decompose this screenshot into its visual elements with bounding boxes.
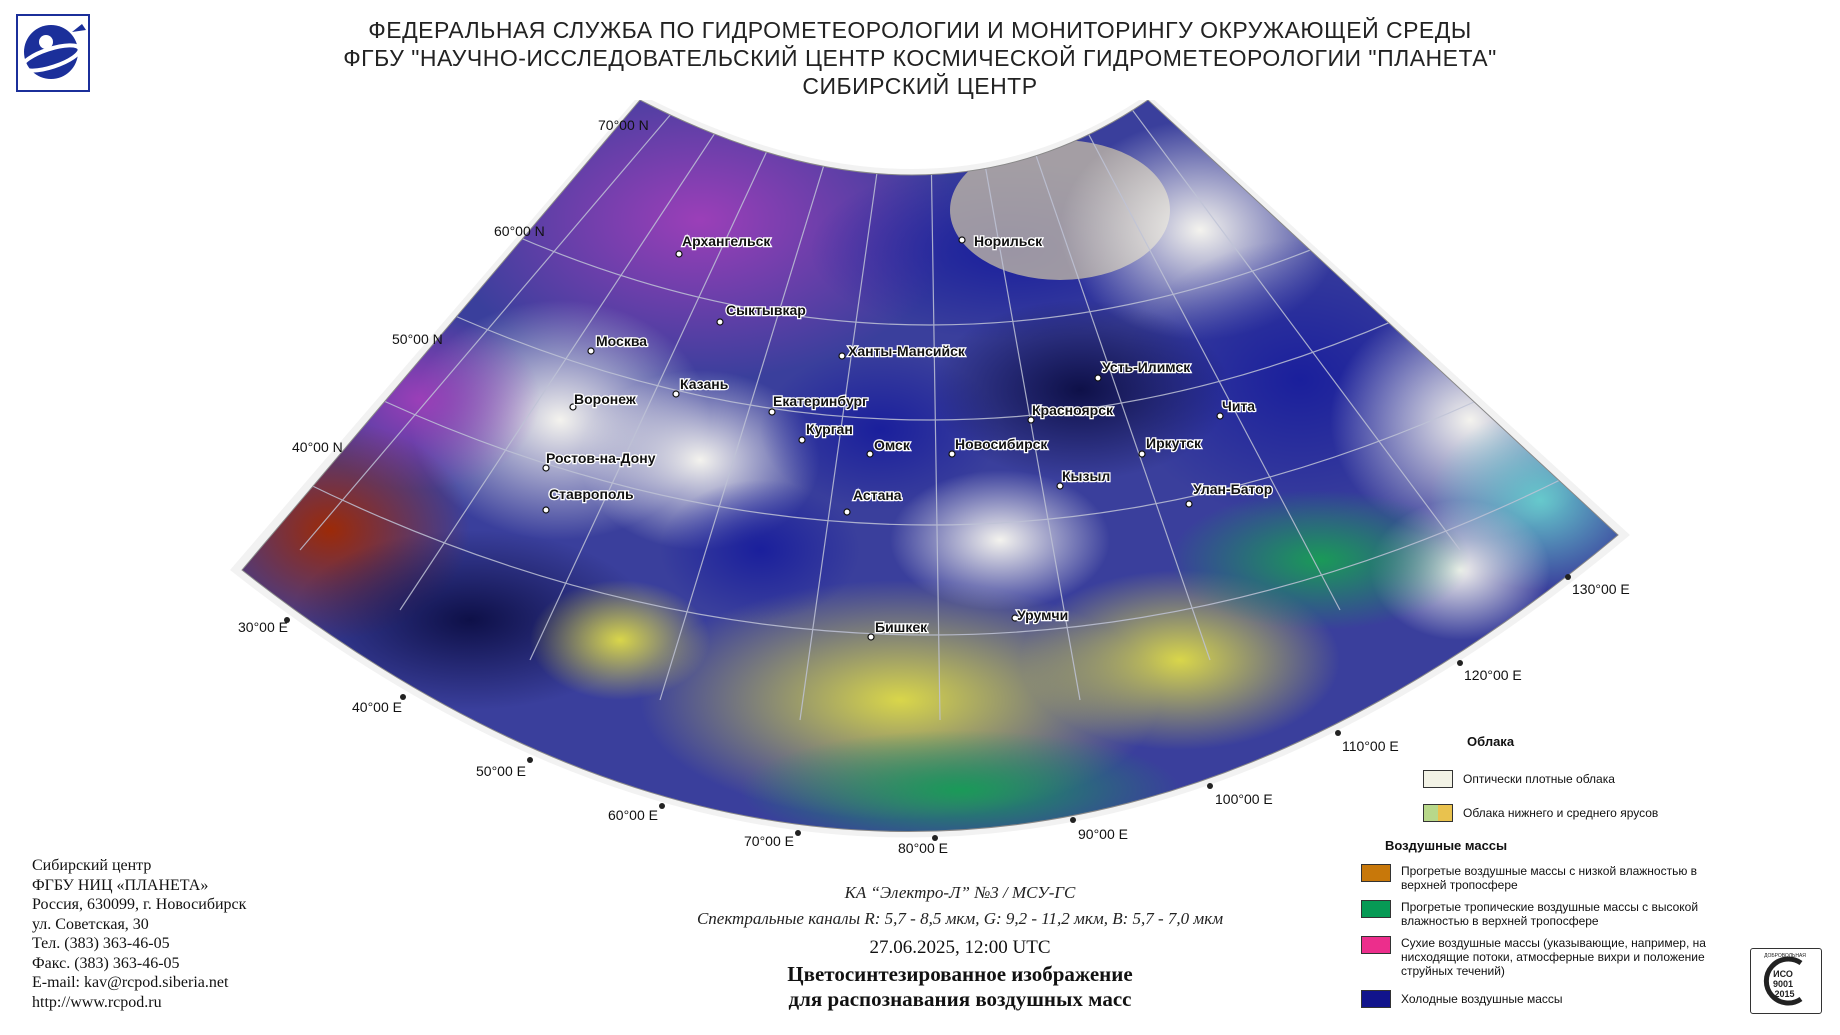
satellite-map: 70°00 N 60°00 N 50°00 N 40°00 N 30°00 E … bbox=[0, 94, 1840, 860]
caption-title-1: Цветосинтезированное изображение bbox=[787, 962, 1133, 986]
city-ulaanbaatar: Улан-Батор bbox=[1193, 481, 1272, 497]
city-irkutsk: Иркутск bbox=[1146, 435, 1202, 451]
lon-label-110: 110°00 E bbox=[1342, 738, 1399, 754]
graticule bbox=[299, 100, 1561, 721]
lat-label-40: 40°00 N bbox=[292, 439, 343, 455]
swatch-cold bbox=[1361, 990, 1391, 1008]
iso-badge-line-1: ИСО bbox=[1773, 969, 1793, 979]
address-line-3: Россия, 630099, г. Новосибирск bbox=[32, 896, 247, 913]
caption-title-2: для распознавания воздушных масс bbox=[788, 987, 1132, 1011]
city-yekaterinburg: Екатеринбург bbox=[773, 393, 868, 409]
legend-warm-tropical-label: Прогретые тропичеcкие воздушные массы с … bbox=[1401, 900, 1699, 928]
address-phone: Тел. (383) 363-46-05 bbox=[32, 935, 170, 952]
header-line-1: ФЕДЕРАЛЬНАЯ СЛУЖБА ПО ГИДРОМЕТЕОРОЛОГИИ … bbox=[368, 17, 1472, 43]
lat-label-70: 70°00 N bbox=[598, 117, 649, 133]
caption-channels: Спектральные каналы R: 5,7 - 8,5 мкм, G:… bbox=[696, 909, 1224, 928]
city-chita: Чита bbox=[1222, 398, 1255, 414]
city-astana: Астана bbox=[853, 487, 902, 503]
lon-label-30: 30°00 E bbox=[238, 619, 288, 635]
lon-label-70: 70°00 E bbox=[744, 833, 794, 849]
lon-label-80: 80°00 E bbox=[898, 840, 948, 856]
legend-low-mid-clouds-label: Облака нижнего и среднего ярусов bbox=[1463, 806, 1659, 820]
swatch-low-mid-clouds bbox=[1423, 804, 1453, 822]
legend-item-dry: Сухие воздушные массы (указывающие, напр… bbox=[1361, 936, 1711, 978]
address-block: Сибирский центр ФГБУ НИЦ «ПЛАНЕТА» Росси… bbox=[32, 856, 246, 1012]
legend-dense-clouds-label: Оптически плотные облака bbox=[1463, 772, 1615, 786]
city-markers bbox=[542, 236, 1224, 641]
legend-clouds-heading: Облака bbox=[1467, 734, 1515, 749]
legend-item-warm-low: Прогретые воздушные массы с низкой влажн… bbox=[1361, 864, 1711, 892]
lon-label-130: 130°00 E bbox=[1572, 581, 1630, 597]
city-urumqi: Урумчи bbox=[1017, 607, 1068, 623]
iso-badge-top: ДОБРОВОЛЬНАЯ bbox=[1764, 953, 1806, 959]
city-kazan: Казань bbox=[680, 376, 729, 392]
city-norilsk: Норильск bbox=[974, 233, 1043, 249]
address-fax: Факс. (383) 363-46-05 bbox=[32, 954, 180, 972]
city-ust-ilimsk: Усть-Илимск bbox=[1102, 359, 1191, 375]
caption-datetime: 27.06.2025, 12:00 UTC bbox=[869, 937, 1051, 958]
legend-warm-low-label: Прогретые воздушные массы с низкой влажн… bbox=[1401, 864, 1698, 892]
lon-label-100: 100°00 E bbox=[1215, 791, 1273, 807]
lon-label-50: 50°00 E bbox=[476, 763, 526, 779]
legend-cold-label: Холодные воздушные массы bbox=[1401, 992, 1563, 1006]
iso-certification-badge: ДОБРОВОЛЬНАЯ ИСО 9001 -2015 bbox=[1750, 948, 1822, 1014]
city-kurgan: Курган bbox=[806, 421, 853, 437]
city-omsk: Омск bbox=[874, 437, 911, 453]
address-line-4: ул. Советская, 30 bbox=[32, 915, 149, 933]
address-website[interactable]: http://www.rcpod.ru bbox=[32, 993, 162, 1011]
lat-label-50: 50°00 N bbox=[392, 331, 443, 347]
legend-item-warm-tropical: Прогретые тропичеcкие воздушные массы с … bbox=[1361, 900, 1711, 928]
planeta-logo-icon bbox=[16, 14, 90, 92]
lon-label-90: 90°00 E bbox=[1078, 826, 1128, 842]
swatch-warm-low bbox=[1361, 864, 1391, 882]
city-arkhangelsk: Архангельск bbox=[682, 233, 771, 249]
address-line-1: Сибирский центр bbox=[32, 857, 152, 874]
legend-item-dense-clouds: Оптически плотные облака bbox=[1423, 770, 1615, 788]
city-moscow: Москва bbox=[596, 333, 647, 349]
iso-badge-line-3: -2015 bbox=[1771, 989, 1794, 999]
legend-item-low-mid-clouds: Облака нижнего и среднего ярусов bbox=[1423, 804, 1658, 822]
header: ФЕДЕРАЛЬНАЯ СЛУЖБА ПО ГИДРОМЕТЕОРОЛОГИИ … bbox=[0, 16, 1840, 100]
address-line-2: ФГБУ НИЦ «ПЛАНЕТА» bbox=[32, 876, 209, 894]
swatch-dense-clouds bbox=[1423, 770, 1453, 788]
legend-dry-label: Сухие воздушные массы (указывающие, напр… bbox=[1401, 936, 1706, 978]
lon-label-60: 60°00 E bbox=[608, 807, 658, 823]
city-novosibirsk: Новосибирск bbox=[955, 436, 1048, 452]
swatch-dry bbox=[1361, 936, 1391, 954]
lat-label-60: 60°00 N bbox=[494, 223, 545, 239]
city-khanty-mansiysk: Ханты-Мансийск bbox=[848, 343, 966, 359]
city-voronezh: Воронеж bbox=[574, 391, 637, 407]
caption-block: КА “Электро-Л” №3 / МСУ-ГС Спектральные … bbox=[560, 880, 1360, 1012]
city-rostov-na-donu: Ростов-на-Дону bbox=[546, 450, 656, 466]
swatch-warm-tropical bbox=[1361, 900, 1391, 918]
city-kyzyl: Кызыл bbox=[1062, 468, 1110, 484]
legend-item-cold: Холодные воздушные массы bbox=[1361, 990, 1711, 1008]
iso-badge-line-2: 9001 bbox=[1773, 979, 1793, 989]
lon-label-120: 120°00 E bbox=[1464, 667, 1522, 683]
address-email[interactable]: E-mail: kav@rcpod.siberia.net bbox=[32, 974, 229, 991]
city-syktyvkar: Сыктывкар bbox=[726, 302, 806, 318]
caption-satellite: КА “Электро-Л” №3 / МСУ-ГС bbox=[844, 883, 1076, 902]
legend-airmass-heading: Воздушные массы bbox=[1385, 838, 1508, 853]
city-bishkek: Бишкек bbox=[875, 619, 928, 635]
city-krasnoyarsk: Красноярск bbox=[1032, 402, 1114, 418]
header-line-2: ФГБУ "НАУЧНО-ИССЛЕДОВАТЕЛЬСКИЙ ЦЕНТР КОС… bbox=[343, 45, 1497, 71]
lon-label-40: 40°00 E bbox=[352, 699, 402, 715]
longitude-ticks bbox=[284, 574, 1571, 841]
city-stavropol: Ставрополь bbox=[549, 486, 634, 502]
header-line-3: СИБИРСКИЙ ЦЕНТР bbox=[802, 73, 1038, 99]
